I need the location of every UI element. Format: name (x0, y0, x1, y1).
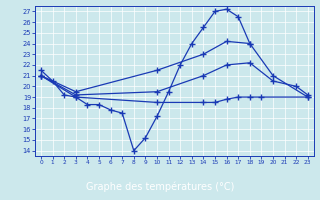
Text: Graphe des températures (°C): Graphe des températures (°C) (86, 181, 234, 192)
